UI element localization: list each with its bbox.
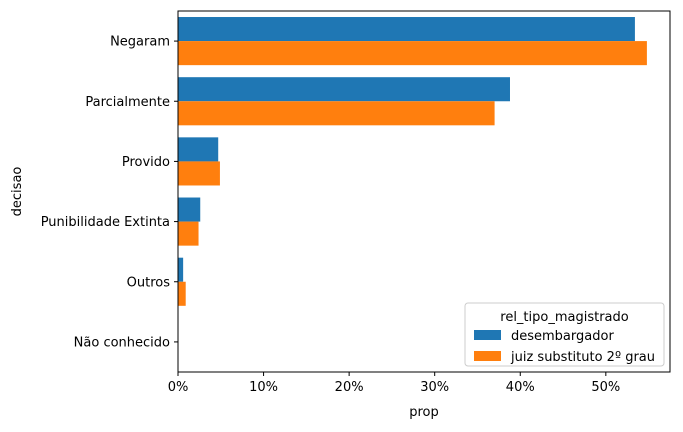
bar-desembargador-3 — [178, 197, 201, 222]
y-axis-title: decisao — [10, 167, 25, 217]
x-tick-label: 30% — [420, 380, 449, 395]
y-tick-label: Não conhecido — [74, 335, 170, 350]
x-axis: 0% 10% 20% 30% 40% 50% — [168, 372, 620, 395]
y-tick-label: Punibilidade Extinta — [41, 215, 170, 230]
legend-label: desembargador — [511, 329, 614, 344]
bars-group — [178, 17, 647, 306]
legend: rel_tipo_magistrado desembargador juiz su… — [464, 302, 665, 367]
bar-desembargador-2 — [178, 137, 219, 162]
y-tick-label: Parcialmente — [85, 95, 170, 110]
legend-box — [464, 302, 665, 367]
bar-juiz-substituto-3 — [178, 221, 199, 246]
x-tick-label: 0% — [168, 380, 189, 395]
x-tick-label: 20% — [335, 380, 364, 395]
x-tick-label: 50% — [591, 380, 620, 395]
legend-swatch — [474, 330, 501, 340]
bar-juiz-substituto-0 — [178, 41, 647, 66]
plot-frame — [177, 10, 671, 373]
x-axis-title: prop — [409, 405, 439, 420]
bar-desembargador-4 — [178, 257, 184, 282]
y-tick-label: Outros — [127, 275, 171, 290]
y-tick-label: Negaram — [110, 35, 170, 50]
bar-juiz-substituto-2 — [178, 161, 220, 186]
bar-desembargador-1 — [178, 77, 510, 102]
legend-title: rel_tipo_magistrado — [500, 310, 629, 325]
legend-swatch — [474, 351, 501, 361]
x-tick-label: 40% — [506, 380, 535, 395]
bar-desembargador-0 — [178, 17, 635, 42]
y-axis: Negaram Parcialmente Provido Punibilidade E… — [41, 35, 178, 350]
x-tick-label: 10% — [249, 380, 278, 395]
y-tick-label: Provido — [122, 155, 170, 170]
legend-label: juiz substituto 2º grau — [510, 350, 655, 365]
bar-juiz-substituto-1 — [178, 101, 495, 126]
bar-juiz-substituto-4 — [178, 281, 186, 306]
